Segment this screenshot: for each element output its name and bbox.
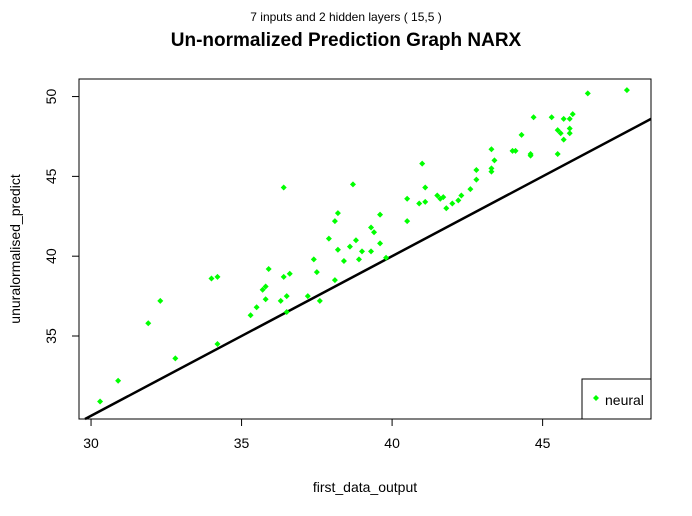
- data-point: [97, 398, 104, 405]
- data-point: [458, 192, 465, 199]
- legend: neural: [581, 378, 652, 420]
- data-point: [310, 256, 317, 263]
- data-point: [488, 165, 495, 172]
- data-point: [283, 293, 290, 300]
- legend-box: [581, 378, 652, 420]
- data-point: [467, 186, 474, 193]
- data-point: [530, 114, 537, 121]
- data-point: [172, 355, 179, 362]
- data-point: [368, 248, 375, 255]
- data-point: [554, 127, 561, 134]
- data-point: [355, 256, 362, 263]
- y-tick-label: 45: [43, 168, 59, 184]
- data-point: [157, 297, 164, 304]
- data-point: [280, 184, 287, 191]
- data-point: [262, 283, 269, 290]
- y-tick-label: 50: [43, 89, 59, 105]
- data-point: [416, 200, 423, 207]
- data-point: [527, 152, 534, 159]
- data-point: [208, 275, 215, 282]
- data-point: [334, 246, 341, 253]
- data-point: [325, 235, 332, 242]
- data-point: [331, 277, 338, 284]
- data-point: [371, 229, 378, 236]
- data-point: [377, 211, 384, 218]
- x-tick-label: 30: [83, 435, 99, 451]
- data-point: [340, 257, 347, 264]
- data-point: [455, 197, 462, 204]
- chart-subtitle: 7 inputs and 2 hidden layers ( 15,5 ): [250, 10, 442, 24]
- data-point: [115, 377, 122, 384]
- y-tick-label: 35: [43, 328, 59, 344]
- data-point: [491, 157, 498, 164]
- data-point: [277, 297, 284, 304]
- y-axis-label: unuralormalised_predict: [7, 174, 23, 324]
- data-point: [313, 269, 320, 276]
- data-point: [509, 147, 516, 154]
- data-point: [404, 218, 411, 225]
- plot-area: [78, 78, 652, 420]
- legend-marker-diamond-icon: [593, 395, 599, 401]
- data-point: [286, 270, 293, 277]
- x-tick-label: 40: [384, 435, 400, 451]
- data-point: [569, 111, 576, 118]
- data-point: [440, 194, 447, 201]
- data-point: [518, 131, 525, 138]
- data-point: [368, 224, 375, 231]
- data-point: [584, 90, 591, 97]
- data-point: [488, 146, 495, 153]
- data-point: [488, 168, 495, 175]
- x-axis-label: first_data_output: [313, 479, 417, 495]
- data-point: [512, 147, 519, 154]
- data-point: [316, 297, 323, 304]
- data-point: [557, 130, 564, 137]
- data-point: [349, 181, 356, 188]
- data-point: [283, 309, 290, 316]
- data-point: [548, 114, 555, 121]
- data-point: [377, 240, 384, 247]
- data-point: [566, 115, 573, 122]
- data-point: [473, 176, 480, 183]
- data-point: [554, 151, 561, 158]
- data-point: [473, 166, 480, 173]
- x-axis: 30 35 40 45: [83, 418, 551, 451]
- data-point: [404, 195, 411, 202]
- y-axis: 35 40 45 50: [43, 89, 80, 344]
- data-point: [253, 304, 260, 311]
- data-point: [214, 340, 221, 347]
- data-point: [560, 136, 567, 143]
- data-point: [449, 200, 456, 207]
- data-point: [560, 115, 567, 122]
- reference-line: [84, 117, 652, 421]
- y-tick-label: 40: [43, 248, 59, 264]
- x-tick-label: 35: [234, 435, 250, 451]
- data-point: [304, 293, 311, 300]
- data-point: [346, 243, 353, 250]
- data-point: [280, 273, 287, 280]
- data-point: [352, 237, 359, 244]
- data-point: [265, 265, 272, 272]
- legend-label-neural: neural: [605, 392, 644, 408]
- data-point: [419, 160, 426, 167]
- data-point: [145, 320, 152, 327]
- x-tick-label: 45: [535, 435, 551, 451]
- data-point: [434, 192, 441, 199]
- data-point: [566, 130, 573, 137]
- data-point: [383, 254, 390, 261]
- data-point: [623, 87, 630, 94]
- data-point: [262, 296, 269, 303]
- data-point: [247, 312, 254, 319]
- data-point: [566, 125, 573, 132]
- data-point: [422, 198, 429, 205]
- data-point: [358, 248, 365, 255]
- chart-title: Un-normalized Prediction Graph NARX: [170, 30, 522, 51]
- data-point: [443, 205, 450, 212]
- data-point: [422, 184, 429, 191]
- data-point: [214, 273, 221, 280]
- data-point: [334, 210, 341, 217]
- data-point: [259, 286, 266, 293]
- data-point: [331, 218, 338, 225]
